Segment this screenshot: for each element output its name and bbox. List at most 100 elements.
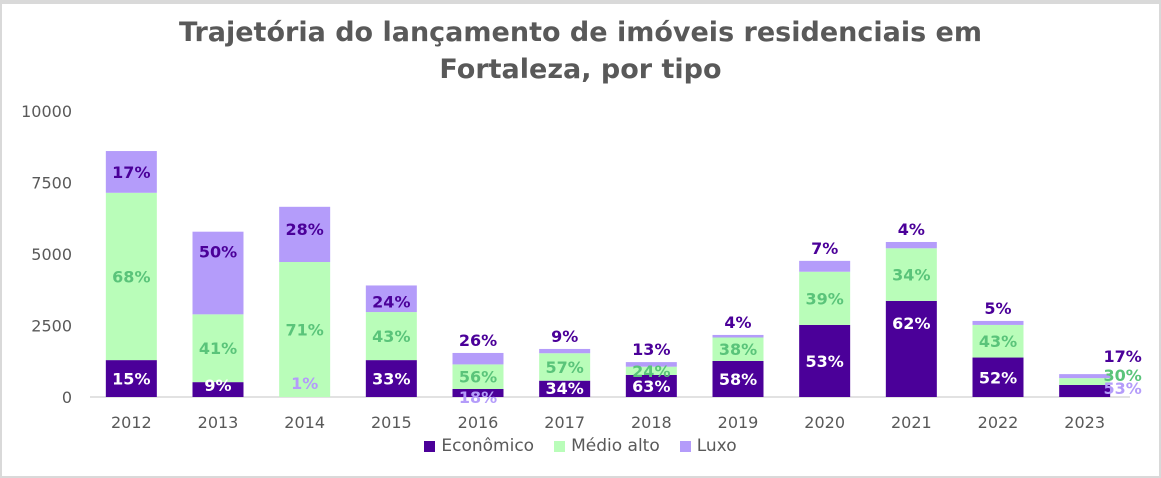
bar-segment-luxo-2015 <box>365 285 417 313</box>
legend-label-medio-alto: Médio alto <box>571 436 660 456</box>
legend-item-economico: Econômico <box>424 436 534 456</box>
data-label: 5% <box>984 299 1011 318</box>
bar-segment-mdioalto-2019 <box>712 337 764 361</box>
data-label: 24% <box>372 292 410 311</box>
bar-segment-mdioalto-2012 <box>105 192 157 361</box>
bar-segment-luxo-2013 <box>192 231 244 315</box>
data-label: 68% <box>112 267 150 286</box>
legend-item-medio-alto: Médio alto <box>554 436 660 456</box>
data-label: 9% <box>551 327 578 346</box>
x-tick-label: 2017 <box>544 413 585 432</box>
bar-segment-luxo-2019 <box>712 334 764 338</box>
legend-label-economico: Econômico <box>441 436 535 456</box>
data-label: 56% <box>459 368 497 387</box>
bar-segment-econmico-2012 <box>105 360 157 397</box>
data-label: 39% <box>806 289 844 308</box>
data-label: 50% <box>199 243 237 262</box>
y-tick-label: 0 <box>62 388 72 407</box>
data-label: 17% <box>1104 347 1142 366</box>
data-label: 43% <box>372 327 410 346</box>
data-label: 15% <box>112 370 150 389</box>
legend-swatch-economico <box>424 440 436 452</box>
bar-segment-mdioalto-2018 <box>625 366 677 375</box>
data-label: 24% <box>632 362 670 381</box>
data-label: 9% <box>204 376 231 395</box>
legend-item-luxo: Luxo <box>679 436 737 456</box>
bar-segment-econmico-2018 <box>625 374 677 397</box>
bar-segment-luxo-2018 <box>625 362 677 367</box>
bar-segment-luxo-2023 <box>1059 374 1111 379</box>
data-label: 7% <box>811 239 838 258</box>
data-label: 1% <box>291 374 318 393</box>
data-label: 53% <box>1104 379 1142 398</box>
data-label: 53% <box>806 352 844 371</box>
legend-swatch-luxo <box>679 440 691 452</box>
data-label: 43% <box>979 332 1017 351</box>
data-label: 63% <box>632 377 670 396</box>
bar-segment-econmico-2016 <box>452 388 504 397</box>
x-tick-label: 2016 <box>458 413 499 432</box>
bar-segment-luxo-2020 <box>799 260 851 272</box>
data-label: 30% <box>1104 366 1142 385</box>
bar-segment-econmico-2019 <box>712 360 764 397</box>
chart-title-line-1: Trajetória do lançamento de imóveis resi… <box>179 17 982 48</box>
data-label: 26% <box>459 331 497 350</box>
data-label: 4% <box>898 220 925 239</box>
data-label: 33% <box>372 370 410 389</box>
data-label: 18% <box>459 388 497 407</box>
data-label: 58% <box>719 370 757 389</box>
legend-label-luxo: Luxo <box>696 436 737 456</box>
x-tick-label: 2015 <box>371 413 412 432</box>
data-label: 13% <box>632 340 670 359</box>
y-tick-label: 2500 <box>31 317 72 336</box>
x-tick-label: 2020 <box>804 413 845 432</box>
bar-segment-econmico-2021 <box>885 300 937 397</box>
legend: Econômico Médio alto Luxo <box>0 436 1161 456</box>
data-label: 34% <box>546 379 584 398</box>
y-tick-label: 7500 <box>31 174 72 193</box>
chart-title-line-2: Fortaleza, por tipo <box>439 54 722 85</box>
x-tick-label: 2019 <box>718 413 759 432</box>
legend-swatch-medio-alto <box>554 440 566 452</box>
bar-segment-mdioalto-2015 <box>365 312 417 361</box>
data-label: 41% <box>199 339 237 358</box>
bar-segment-econmico-2015 <box>365 360 417 397</box>
data-label: 62% <box>892 314 930 333</box>
bar-segment-econmico-2013 <box>192 382 244 397</box>
data-label: 38% <box>719 340 757 359</box>
data-label: 34% <box>892 266 930 285</box>
data-label: 57% <box>546 358 584 377</box>
bar-segment-luxo-2016 <box>452 352 504 365</box>
y-tick-label: 10000 <box>21 102 72 121</box>
bar-segment-luxo-2021 <box>885 241 937 249</box>
bar-segment-mdioalto-2013 <box>192 314 244 383</box>
x-tick-label: 2012 <box>111 413 152 432</box>
bar-segment-luxo-2012 <box>105 151 157 193</box>
chart-title: Trajetória do lançamento de imóveis resi… <box>0 14 1161 88</box>
bar-segment-luxo-2022 <box>972 320 1024 325</box>
bar-segment-econmico-2023 <box>1059 384 1111 397</box>
bar-segment-mdioalto-2016 <box>452 364 504 389</box>
x-tick-label: 2013 <box>198 413 239 432</box>
x-tick-label: 2023 <box>1064 413 1105 432</box>
data-label: 52% <box>979 368 1017 387</box>
bar-segment-mdioalto-2014 <box>279 262 331 397</box>
bar-segment-econmico-2017 <box>539 380 591 397</box>
bar-segment-mdioalto-2017 <box>539 353 591 381</box>
data-label: 17% <box>112 163 150 182</box>
bar-segment-luxo-2017 <box>539 348 591 354</box>
data-label: 4% <box>724 313 751 332</box>
bar-segment-mdioalto-2022 <box>972 324 1024 358</box>
bar-segment-mdioalto-2020 <box>799 271 851 325</box>
x-tick-label: 2021 <box>891 413 932 432</box>
bar-segment-econmico-2022 <box>972 357 1024 397</box>
x-tick-label: 2014 <box>284 413 325 432</box>
bar-segment-luxo-2014 <box>279 206 331 263</box>
bar-segment-mdioalto-2021 <box>885 248 937 301</box>
data-label: 28% <box>286 220 324 239</box>
bar-segment-mdioalto-2023 <box>1059 378 1111 385</box>
x-tick-label: 2022 <box>978 413 1019 432</box>
data-label: 71% <box>286 321 324 340</box>
